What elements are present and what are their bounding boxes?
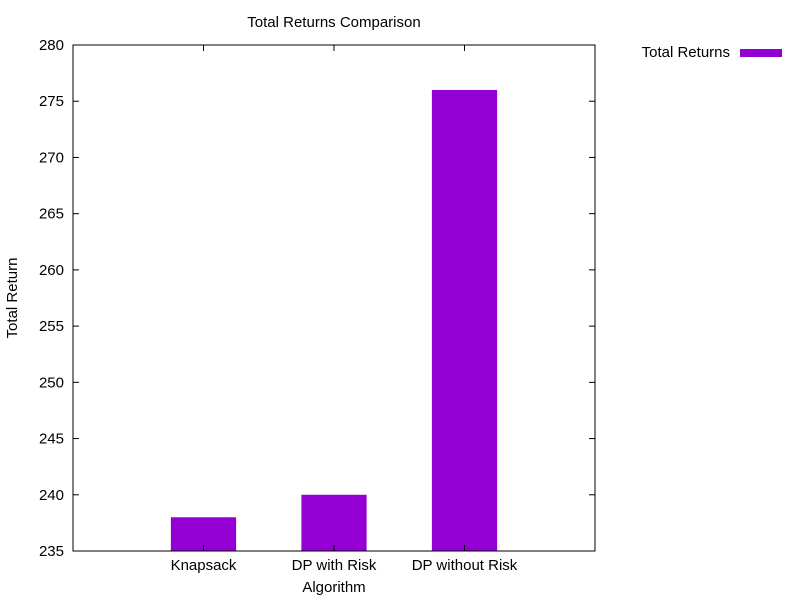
y-tick-label: 250 bbox=[39, 374, 64, 391]
bar-dp-without-risk bbox=[431, 89, 498, 551]
y-tick-label: 280 bbox=[39, 37, 64, 54]
bars-group bbox=[170, 89, 498, 551]
legend-swatch bbox=[740, 49, 782, 57]
y-ticks-group: 235 240 245 250 255 260 265 270 275 280 bbox=[39, 37, 595, 560]
plot-frame bbox=[72, 44, 596, 552]
y-tick-label: 235 bbox=[39, 543, 64, 560]
legend-label: Total Returns bbox=[642, 44, 730, 61]
y-tick-label: 255 bbox=[39, 318, 64, 335]
legend: Total Returns bbox=[642, 44, 782, 61]
y-tick-label: 270 bbox=[39, 149, 64, 166]
bar-dp-with-risk bbox=[301, 494, 367, 551]
x-ticks-group: Knapsack DP with Risk DP without Risk bbox=[171, 45, 518, 574]
x-tick-label: DP without Risk bbox=[412, 557, 518, 574]
y-tick-label: 260 bbox=[39, 262, 64, 279]
y-tick-label: 245 bbox=[39, 431, 64, 448]
x-tick-label: Knapsack bbox=[171, 557, 237, 574]
chart-title: Total Returns Comparison bbox=[247, 14, 420, 31]
x-tick-label: DP with Risk bbox=[292, 557, 377, 574]
y-tick-label: 265 bbox=[39, 206, 64, 223]
y-tick-label: 275 bbox=[39, 93, 64, 110]
y-axis-label: Total Return bbox=[4, 258, 21, 339]
y-tick-label: 240 bbox=[39, 487, 64, 504]
x-axis-label: Algorithm bbox=[302, 579, 365, 596]
